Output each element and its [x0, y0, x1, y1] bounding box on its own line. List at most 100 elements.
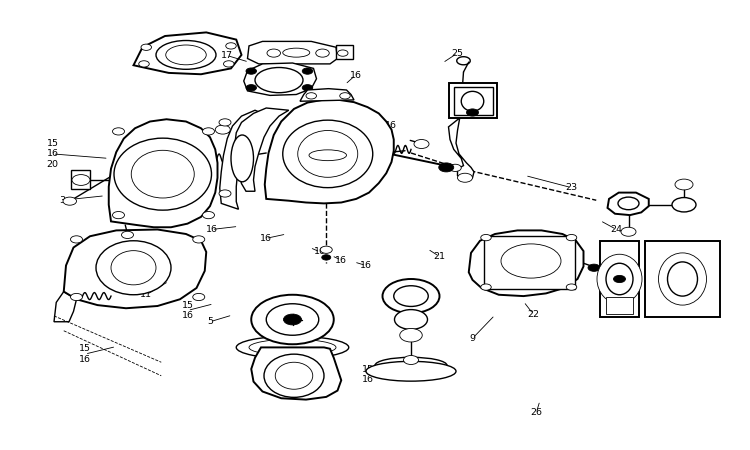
Bar	[448, 83, 497, 118]
Polygon shape	[469, 230, 584, 296]
Circle shape	[63, 197, 76, 205]
Text: 16: 16	[260, 234, 272, 243]
Text: 2: 2	[256, 76, 262, 86]
Circle shape	[202, 128, 214, 135]
Ellipse shape	[96, 241, 171, 295]
Text: 16: 16	[206, 225, 218, 234]
Ellipse shape	[255, 68, 303, 93]
Ellipse shape	[231, 135, 254, 182]
Text: 3: 3	[59, 196, 65, 205]
Circle shape	[302, 68, 313, 74]
Text: 24: 24	[610, 225, 622, 234]
Circle shape	[394, 286, 428, 306]
Circle shape	[306, 93, 316, 99]
Circle shape	[618, 197, 639, 210]
Circle shape	[193, 293, 205, 301]
Circle shape	[302, 85, 313, 91]
Circle shape	[340, 93, 350, 99]
Circle shape	[316, 49, 329, 57]
Polygon shape	[300, 89, 354, 101]
Circle shape	[246, 85, 256, 91]
Polygon shape	[248, 41, 338, 64]
Polygon shape	[608, 193, 649, 215]
Text: 10: 10	[427, 289, 439, 298]
Ellipse shape	[309, 150, 347, 161]
Polygon shape	[64, 230, 206, 308]
Ellipse shape	[668, 262, 698, 296]
Circle shape	[588, 264, 600, 271]
Text: 26: 26	[530, 408, 542, 417]
Ellipse shape	[131, 150, 194, 198]
Text: 16: 16	[385, 122, 397, 130]
Ellipse shape	[111, 251, 156, 285]
Circle shape	[251, 295, 334, 344]
Bar	[336, 45, 352, 58]
Text: 25: 25	[452, 49, 464, 58]
Circle shape	[284, 314, 302, 325]
Circle shape	[127, 161, 139, 168]
Ellipse shape	[236, 336, 349, 359]
Text: 15
16: 15 16	[362, 364, 374, 384]
Ellipse shape	[114, 138, 212, 210]
Polygon shape	[265, 100, 394, 203]
Ellipse shape	[283, 48, 310, 57]
Circle shape	[224, 61, 234, 67]
Circle shape	[219, 119, 231, 126]
Ellipse shape	[375, 357, 447, 374]
Bar	[454, 87, 493, 115]
Circle shape	[141, 44, 152, 50]
Bar	[484, 236, 575, 289]
Circle shape	[320, 246, 332, 253]
Circle shape	[672, 198, 696, 212]
Circle shape	[614, 275, 626, 283]
Text: 16: 16	[269, 70, 281, 79]
Ellipse shape	[366, 361, 456, 381]
Text: 17: 17	[220, 51, 232, 60]
Polygon shape	[220, 110, 262, 209]
Text: 16: 16	[350, 71, 361, 80]
Circle shape	[566, 234, 577, 241]
Ellipse shape	[597, 254, 642, 304]
Text: 22: 22	[527, 310, 539, 319]
Text: 11: 11	[140, 290, 152, 299]
Circle shape	[215, 125, 230, 134]
Text: 16: 16	[128, 166, 140, 176]
Text: 23: 23	[566, 183, 578, 192]
Circle shape	[266, 304, 319, 335]
Text: 21: 21	[433, 252, 445, 261]
Bar	[606, 297, 633, 314]
Circle shape	[481, 234, 491, 241]
Text: 16: 16	[314, 248, 326, 256]
Circle shape	[404, 356, 418, 364]
Circle shape	[70, 236, 82, 243]
Circle shape	[246, 68, 256, 74]
Circle shape	[226, 43, 236, 49]
Polygon shape	[645, 241, 720, 317]
Polygon shape	[251, 347, 341, 400]
Circle shape	[202, 212, 214, 219]
Circle shape	[394, 310, 427, 329]
Polygon shape	[109, 119, 217, 227]
Circle shape	[70, 293, 82, 301]
Polygon shape	[54, 292, 76, 322]
Text: 15
16: 15 16	[182, 301, 194, 320]
Ellipse shape	[166, 45, 206, 65]
Circle shape	[322, 255, 331, 260]
Circle shape	[400, 328, 422, 342]
Circle shape	[112, 212, 125, 219]
Ellipse shape	[658, 253, 706, 305]
Text: 16: 16	[335, 256, 347, 265]
Text: 15
16
20: 15 16 20	[46, 139, 58, 169]
Ellipse shape	[156, 40, 216, 69]
Circle shape	[439, 163, 454, 172]
Ellipse shape	[275, 362, 313, 389]
Circle shape	[139, 61, 149, 67]
Circle shape	[481, 284, 491, 290]
Polygon shape	[600, 241, 639, 317]
Ellipse shape	[264, 354, 324, 397]
Ellipse shape	[461, 91, 484, 111]
Ellipse shape	[283, 120, 373, 188]
Ellipse shape	[501, 244, 561, 278]
Circle shape	[621, 227, 636, 236]
Text: 9: 9	[470, 334, 476, 343]
